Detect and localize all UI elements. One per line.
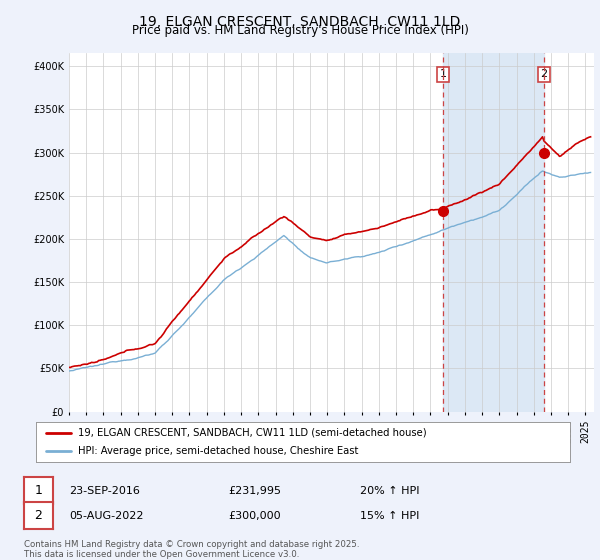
Text: 19, ELGAN CRESCENT, SANDBACH, CW11 1LD: 19, ELGAN CRESCENT, SANDBACH, CW11 1LD bbox=[139, 15, 461, 29]
Bar bbox=[443, 53, 544, 412]
Text: 23-SEP-2016: 23-SEP-2016 bbox=[69, 486, 140, 496]
Text: 20% ↑ HPI: 20% ↑ HPI bbox=[360, 486, 419, 496]
Text: £300,000: £300,000 bbox=[228, 511, 281, 521]
Text: 1: 1 bbox=[34, 484, 43, 497]
Text: 2: 2 bbox=[34, 509, 43, 522]
Text: 1: 1 bbox=[440, 69, 446, 80]
Text: 19, ELGAN CRESCENT, SANDBACH, CW11 1LD (semi-detached house): 19, ELGAN CRESCENT, SANDBACH, CW11 1LD (… bbox=[77, 428, 426, 437]
Text: 05-AUG-2022: 05-AUG-2022 bbox=[69, 511, 143, 521]
Text: Price paid vs. HM Land Registry's House Price Index (HPI): Price paid vs. HM Land Registry's House … bbox=[131, 24, 469, 37]
Text: Contains HM Land Registry data © Crown copyright and database right 2025.
This d: Contains HM Land Registry data © Crown c… bbox=[24, 540, 359, 559]
Text: 2: 2 bbox=[541, 69, 547, 80]
Text: £231,995: £231,995 bbox=[228, 486, 281, 496]
Text: 15% ↑ HPI: 15% ↑ HPI bbox=[360, 511, 419, 521]
Text: HPI: Average price, semi-detached house, Cheshire East: HPI: Average price, semi-detached house,… bbox=[77, 446, 358, 456]
